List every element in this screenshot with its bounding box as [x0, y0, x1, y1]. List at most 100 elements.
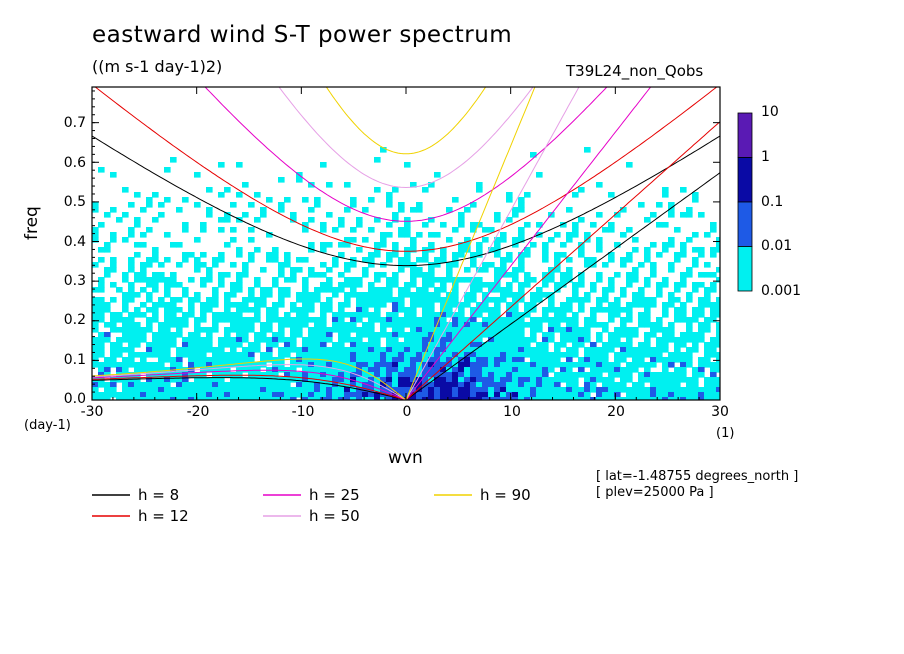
spectrum-cell	[182, 257, 189, 263]
spectrum-cell	[164, 337, 171, 343]
spectrum-cell	[272, 397, 279, 400]
spectrum-cell	[110, 357, 117, 363]
spectrum-cell	[296, 392, 303, 398]
spectrum-cell	[704, 272, 711, 278]
spectrum-cell	[506, 347, 513, 353]
spectrum-cell	[320, 382, 327, 388]
spectrum-cell	[404, 377, 411, 383]
spectrum-cell	[194, 372, 201, 378]
spectrum-cell	[146, 342, 153, 348]
spectrum-cell	[422, 392, 429, 398]
spectrum-cell	[452, 197, 459, 203]
spectrum-cell	[464, 367, 471, 373]
spectrum-cell	[158, 212, 165, 218]
spectrum-cell	[398, 362, 405, 368]
spectrum-cell	[182, 367, 189, 373]
spectrum-cell	[128, 382, 135, 388]
spectrum-cell	[476, 342, 483, 348]
spectrum-cell	[452, 332, 459, 338]
legend-label-h50: h = 50	[309, 507, 360, 525]
x-tick-label: 20	[607, 404, 625, 420]
spectrum-cell	[590, 287, 597, 293]
spectrum-cell	[350, 292, 357, 298]
spectrum-cell	[518, 347, 525, 353]
spectrum-cell	[614, 352, 621, 358]
spectrum-cell	[134, 332, 141, 338]
spectrum-cell	[182, 227, 189, 233]
spectrum-cell	[218, 272, 225, 278]
spectrum-cell	[542, 247, 549, 253]
spectrum-cell	[692, 367, 699, 373]
spectrum-cell	[452, 397, 459, 400]
spectrum-cell	[380, 322, 387, 328]
run-label: T39L24_non_Qobs	[566, 62, 704, 80]
spectrum-cell	[686, 327, 693, 333]
spectrum-cell	[608, 392, 615, 398]
x-tick-label: -30	[80, 404, 104, 420]
spectrum-cell	[110, 257, 117, 263]
spectrum-cell	[464, 297, 471, 303]
spectrum-cell	[248, 342, 255, 348]
spectrum-cell	[224, 387, 231, 393]
spectrum-cell	[188, 347, 195, 353]
spectrum-cell	[590, 382, 597, 388]
spectrum-cell	[674, 307, 681, 313]
spectrum-cell	[350, 397, 357, 400]
spectrum-cell	[710, 252, 717, 258]
spectrum-cell	[242, 347, 249, 353]
spectrum-cell	[242, 352, 249, 358]
spectrum-cell	[716, 332, 720, 338]
spectrum-cell	[680, 252, 687, 258]
spectrum-cell	[230, 317, 237, 323]
spectrum-cell	[500, 397, 507, 400]
spectrum-cell	[512, 362, 519, 368]
spectrum-cell	[410, 247, 417, 253]
spectrum-cell	[98, 282, 105, 288]
spectrum-cell	[446, 392, 453, 398]
spectrum-cell	[596, 277, 603, 283]
spectrum-cell	[266, 252, 273, 258]
spectrum-cell	[224, 312, 231, 318]
spectrum-cell	[374, 247, 381, 253]
spectrum-cell	[608, 227, 615, 233]
spectrum-cell	[176, 242, 183, 248]
spectrum-cell	[584, 347, 591, 353]
spectrum-cell	[176, 377, 183, 383]
spectrum-cell	[254, 362, 261, 368]
spectrum-cell	[104, 302, 111, 308]
spectrum-cell	[362, 237, 369, 243]
spectrum-cell	[500, 337, 507, 343]
spectrum-cell	[470, 377, 477, 383]
spectrum-cell	[488, 317, 495, 323]
spectrum-cell	[644, 347, 651, 353]
spectrum-cell	[278, 292, 285, 298]
spectrum-cell	[662, 387, 669, 393]
spectrum-cell	[182, 222, 189, 228]
spectrum-cell	[230, 287, 237, 293]
spectrum-cell	[404, 387, 411, 393]
spectrum-cell	[416, 317, 423, 323]
spectrum-cell	[500, 317, 507, 323]
spectrum-cell	[680, 397, 687, 400]
spectrum-cell	[518, 312, 525, 318]
spectrum-cell	[494, 392, 501, 398]
spectrum-cell	[470, 277, 477, 283]
spectrum-cell	[92, 207, 99, 213]
spectrum-cell	[224, 297, 231, 303]
spectrum-cell	[344, 337, 351, 343]
spectrum-cell	[308, 307, 315, 313]
inertia-gravity-curve	[204, 87, 608, 222]
spectrum-cell	[428, 377, 435, 383]
spectrum-cell	[446, 387, 453, 393]
spectrum-cell	[638, 392, 645, 398]
spectrum-cell	[404, 287, 411, 293]
spectrum-cell	[338, 307, 345, 313]
spectrum-cell	[554, 232, 561, 238]
spectrum-cell	[404, 162, 411, 168]
spectrum-cell	[596, 297, 603, 303]
spectrum-cell	[692, 307, 699, 313]
spectrum-cell	[170, 332, 177, 338]
spectrum-cell	[182, 322, 189, 328]
spectrum-cell	[674, 367, 681, 373]
spectrum-cell	[296, 177, 303, 183]
